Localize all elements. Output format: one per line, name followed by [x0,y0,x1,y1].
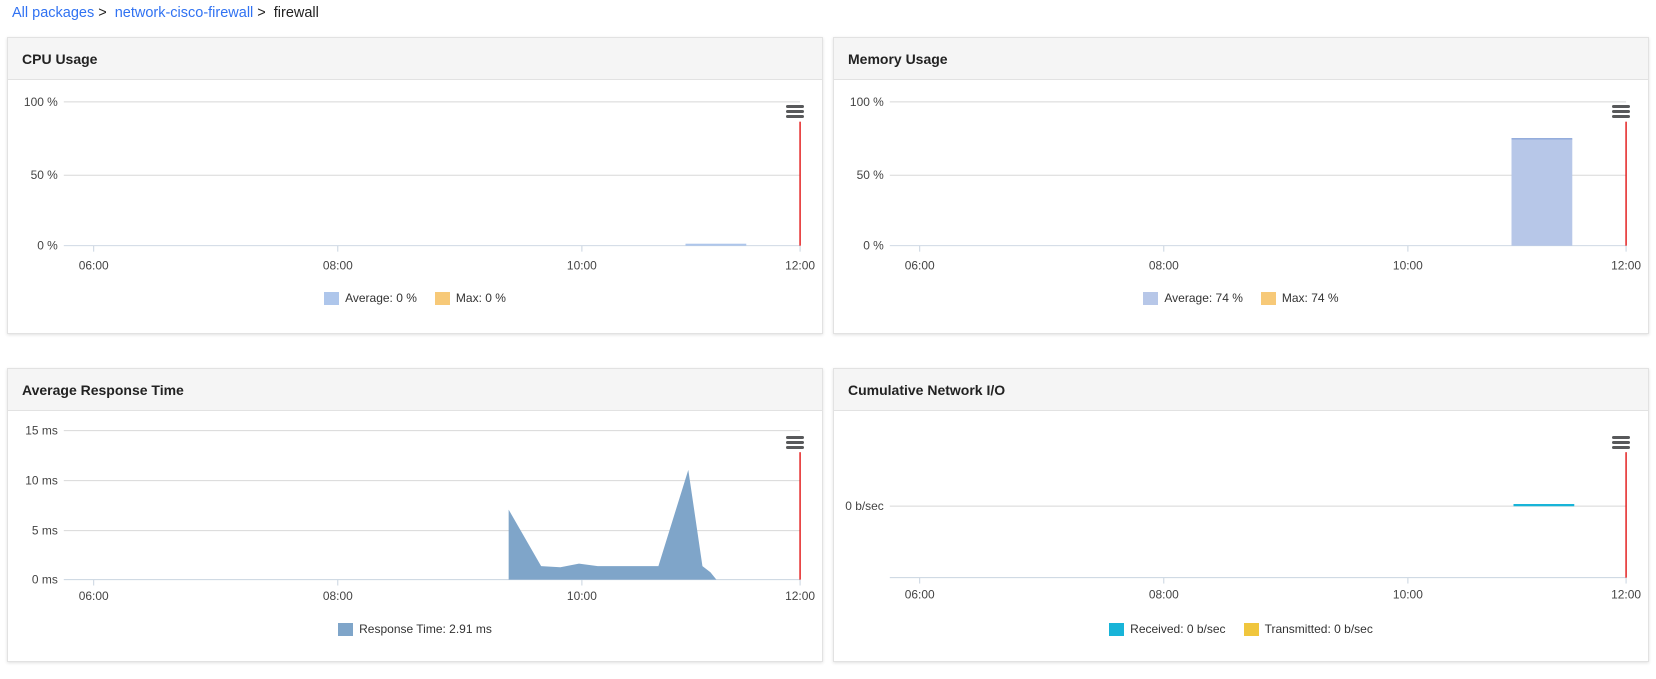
svg-text:50 %: 50 % [31,168,59,182]
svg-text:0 ms: 0 ms [32,573,58,587]
svg-text:0 %: 0 % [37,239,58,253]
svg-text:12:00: 12:00 [1611,587,1641,601]
svg-text:06:00: 06:00 [905,259,935,273]
svg-text:08:00: 08:00 [323,259,353,273]
svg-text:08:00: 08:00 [323,589,353,603]
svg-text:12:00: 12:00 [1611,259,1641,273]
svg-text:12:00: 12:00 [785,259,815,273]
svg-text:50 %: 50 % [857,168,885,182]
svg-text:0 %: 0 % [863,239,884,253]
svg-text:06:00: 06:00 [79,589,109,603]
svg-text:08:00: 08:00 [1149,259,1179,273]
svg-text:12:00: 12:00 [785,589,815,603]
svg-text:5 ms: 5 ms [32,524,58,538]
svg-text:100 %: 100 % [850,95,884,109]
svg-text:10:00: 10:00 [567,589,597,603]
svg-text:06:00: 06:00 [905,587,935,601]
svg-text:10:00: 10:00 [1393,259,1423,273]
svg-text:15 ms: 15 ms [25,424,58,438]
svg-text:10 ms: 10 ms [25,474,58,488]
svg-text:10:00: 10:00 [1393,587,1423,601]
svg-text:10:00: 10:00 [567,259,597,273]
svg-text:08:00: 08:00 [1149,587,1179,601]
svg-text:100 %: 100 % [24,95,58,109]
svg-text:06:00: 06:00 [79,259,109,273]
svg-text:0 b/sec: 0 b/sec [845,499,884,513]
